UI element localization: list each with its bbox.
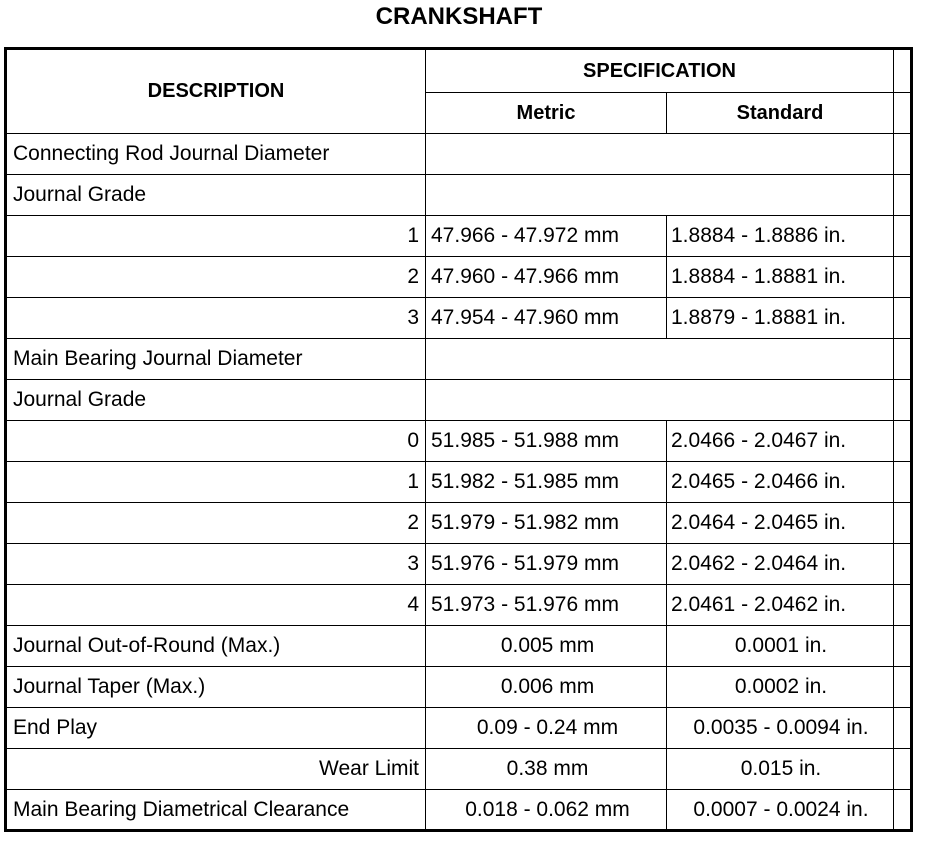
table-row: 3 47.954 - 47.960 mm 1.8879 - 1.8881 in. bbox=[5, 297, 912, 339]
blank-cell bbox=[893, 92, 912, 134]
standard-cell: 2.0465 - 2.0466 in. bbox=[666, 461, 894, 503]
blank-cell bbox=[893, 379, 912, 421]
standard-cell: 2.0461 - 2.0462 in. bbox=[666, 584, 894, 626]
metric-cell: 51.979 - 51.982 mm bbox=[425, 502, 667, 544]
description-cell: 1 bbox=[5, 215, 426, 257]
description-cell: 4 bbox=[5, 584, 426, 626]
standard-cell: 1.8884 - 1.8886 in. bbox=[666, 215, 894, 257]
blank-cell bbox=[893, 584, 912, 626]
metric-cell: 47.954 - 47.960 mm bbox=[425, 297, 667, 339]
standard-cell: 0.0007 - 0.0024 in. bbox=[666, 789, 894, 831]
description-cell: 3 bbox=[5, 297, 426, 339]
standard-cell: 2.0466 - 2.0467 in. bbox=[666, 420, 894, 462]
description-header: DESCRIPTION bbox=[5, 48, 426, 134]
metric-cell: 47.960 - 47.966 mm bbox=[425, 256, 667, 298]
metric-cell: 51.985 - 51.988 mm bbox=[425, 420, 667, 462]
metric-cell: 51.976 - 51.979 mm bbox=[425, 543, 667, 585]
description-cell: Journal Taper (Max.) bbox=[5, 666, 426, 708]
metric-header: Metric bbox=[425, 92, 667, 134]
table-row: Connecting Rod Journal Diameter bbox=[5, 133, 912, 175]
blank-cell bbox=[893, 502, 912, 544]
description-cell: 1 bbox=[5, 461, 426, 503]
metric-cell: 51.982 - 51.985 mm bbox=[425, 461, 667, 503]
standard-cell: 1.8884 - 1.8881 in. bbox=[666, 256, 894, 298]
empty-spec-cell bbox=[425, 174, 894, 216]
empty-spec-cell bbox=[425, 379, 894, 421]
table-row: Main Bearing Journal Diameter bbox=[5, 338, 912, 380]
table-row: 1 47.966 - 47.972 mm 1.8884 - 1.8886 in. bbox=[5, 215, 912, 257]
table-row: End Play 0.09 - 0.24 mm 0.0035 - 0.0094 in… bbox=[5, 707, 912, 749]
blank-cell bbox=[893, 420, 912, 462]
description-cell: Main Bearing Journal Diameter bbox=[5, 338, 426, 380]
description-cell: Connecting Rod Journal Diameter bbox=[5, 133, 426, 175]
blank-cell bbox=[893, 461, 912, 503]
table-row: Wear Limit 0.38 mm 0.015 in. bbox=[5, 748, 912, 790]
metric-cell: 0.005 mm bbox=[425, 625, 667, 667]
standard-header: Standard bbox=[666, 92, 894, 134]
metric-cell: 0.006 mm bbox=[425, 666, 667, 708]
standard-cell: 1.8879 - 1.8881 in. bbox=[666, 297, 894, 339]
blank-cell bbox=[893, 543, 912, 585]
blank-cell bbox=[893, 215, 912, 257]
description-cell: Main Bearing Diametrical Clearance bbox=[5, 789, 426, 831]
blank-cell bbox=[893, 666, 912, 708]
empty-spec-cell bbox=[425, 133, 894, 175]
description-cell: End Play bbox=[5, 707, 426, 749]
table-row: 3 51.976 - 51.979 mm 2.0462 - 2.0464 in. bbox=[5, 543, 912, 585]
blank-cell bbox=[893, 174, 912, 216]
specification-header: SPECIFICATION bbox=[425, 48, 894, 93]
table-row: 1 51.982 - 51.985 mm 2.0465 - 2.0466 in. bbox=[5, 461, 912, 503]
description-cell: Journal Out-of-Round (Max.) bbox=[5, 625, 426, 667]
description-cell: 2 bbox=[5, 502, 426, 544]
metric-cell: 0.018 - 0.062 mm bbox=[425, 789, 667, 831]
metric-cell: 0.09 - 0.24 mm bbox=[425, 707, 667, 749]
standard-cell: 0.015 in. bbox=[666, 748, 894, 790]
blank-cell bbox=[893, 748, 912, 790]
table-row: 4 51.973 - 51.976 mm 2.0461 - 2.0462 in. bbox=[5, 584, 912, 626]
description-cell: Wear Limit bbox=[5, 748, 426, 790]
table-row: Journal Grade bbox=[5, 379, 912, 421]
metric-cell: 51.973 - 51.976 mm bbox=[425, 584, 667, 626]
metric-cell: 47.966 - 47.972 mm bbox=[425, 215, 667, 257]
blank-cell bbox=[893, 789, 912, 831]
description-cell: Journal Grade bbox=[5, 174, 426, 216]
blank-cell bbox=[893, 48, 912, 93]
table-row: 2 47.960 - 47.966 mm 1.8884 - 1.8881 in. bbox=[5, 256, 912, 298]
empty-spec-cell bbox=[425, 338, 894, 380]
blank-cell bbox=[893, 256, 912, 298]
table-row: 0 51.985 - 51.988 mm 2.0466 - 2.0467 in. bbox=[5, 420, 912, 462]
table-row: 2 51.979 - 51.982 mm 2.0464 - 2.0465 in. bbox=[5, 502, 912, 544]
metric-cell: 0.38 mm bbox=[425, 748, 667, 790]
crankshaft-spec-table: DESCRIPTION SPECIFICATION Metric Standar… bbox=[4, 47, 913, 832]
description-cell: 2 bbox=[5, 256, 426, 298]
blank-cell bbox=[893, 707, 912, 749]
standard-cell: 2.0464 - 2.0465 in. bbox=[666, 502, 894, 544]
table-row: Journal Grade bbox=[5, 174, 912, 216]
page-title: CRANKSHAFT bbox=[375, 3, 543, 30]
description-cell: 0 bbox=[5, 420, 426, 462]
blank-cell bbox=[893, 133, 912, 175]
table-row: Journal Taper (Max.) 0.006 mm 0.0002 in. bbox=[5, 666, 912, 708]
table-row: Main Bearing Diametrical Clearance 0.018 … bbox=[5, 789, 912, 831]
table-row: Journal Out-of-Round (Max.) 0.005 mm 0.000… bbox=[5, 625, 912, 667]
blank-cell bbox=[893, 625, 912, 667]
blank-cell bbox=[893, 297, 912, 339]
description-cell: Journal Grade bbox=[5, 379, 426, 421]
description-cell: 3 bbox=[5, 543, 426, 585]
standard-cell: 0.0001 in. bbox=[666, 625, 894, 667]
standard-cell: 0.0035 - 0.0094 in. bbox=[666, 707, 894, 749]
standard-cell: 2.0462 - 2.0464 in. bbox=[666, 543, 894, 585]
standard-cell: 0.0002 in. bbox=[666, 666, 894, 708]
blank-cell bbox=[893, 338, 912, 380]
